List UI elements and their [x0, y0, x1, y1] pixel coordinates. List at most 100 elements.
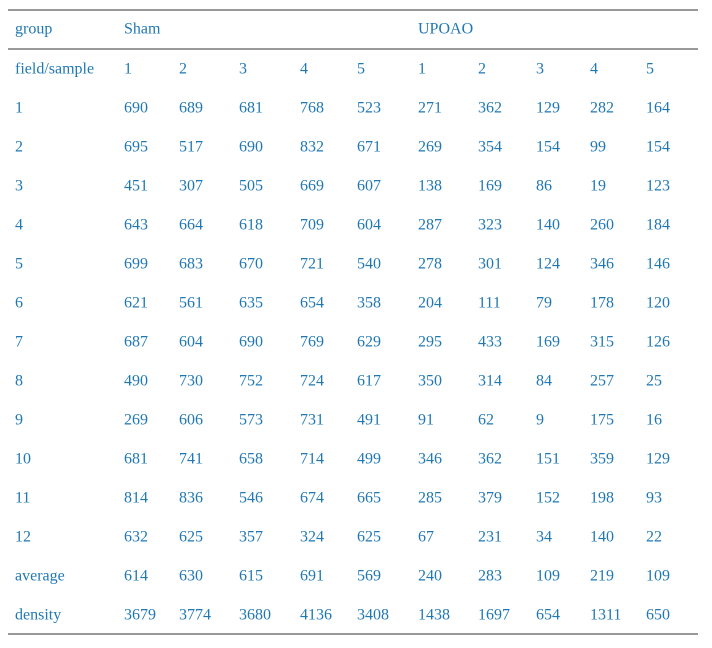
cell: 814 — [124, 490, 148, 507]
cell: 138 — [418, 178, 442, 195]
header-cell: group — [15, 21, 52, 38]
subheader-cell: 5 — [357, 61, 365, 78]
cell: 359 — [590, 451, 614, 468]
cell: 164 — [646, 100, 670, 117]
row-label: average — [15, 568, 65, 585]
cell: 278 — [418, 256, 442, 273]
cell: 231 — [478, 529, 502, 546]
cell: 109 — [646, 568, 670, 585]
cell: 714 — [300, 451, 324, 468]
cell: 654 — [300, 295, 324, 312]
header-cell: UPOAO — [418, 21, 473, 38]
cell: 99 — [590, 139, 606, 156]
cell: 379 — [478, 490, 502, 507]
cell: 204 — [418, 295, 442, 312]
cell: 91 — [418, 412, 434, 429]
cell: 315 — [590, 334, 614, 351]
row-label: 11 — [15, 490, 30, 507]
cell: 768 — [300, 100, 324, 117]
cell: 490 — [124, 373, 148, 390]
row-label: 1 — [15, 100, 23, 117]
cell: 604 — [179, 334, 203, 351]
cell: 67 — [418, 529, 434, 546]
cell: 615 — [239, 568, 263, 585]
cell: 123 — [646, 178, 670, 195]
cell: 295 — [418, 334, 442, 351]
cell: 674 — [300, 490, 324, 507]
cell: 350 — [418, 373, 442, 390]
cell: 178 — [590, 295, 614, 312]
cell: 689 — [179, 100, 203, 117]
cell: 569 — [357, 568, 381, 585]
row-label: 6 — [15, 295, 23, 312]
cell: 175 — [590, 412, 614, 429]
cell: 635 — [239, 295, 263, 312]
cell: 681 — [239, 100, 263, 117]
cell: 3408 — [357, 607, 389, 624]
cell: 690 — [239, 139, 263, 156]
cell: 169 — [536, 334, 560, 351]
cell: 517 — [179, 139, 203, 156]
cell: 16 — [646, 412, 662, 429]
cell: 670 — [239, 256, 263, 273]
cell: 561 — [179, 295, 203, 312]
cell: 154 — [536, 139, 560, 156]
cell: 709 — [300, 217, 324, 234]
cell: 3774 — [179, 607, 211, 624]
subheader-cell: 3 — [536, 61, 544, 78]
cell: 22 — [646, 529, 662, 546]
cell: 301 — [478, 256, 502, 273]
cell: 658 — [239, 451, 263, 468]
row-label: 8 — [15, 373, 23, 390]
cell: 84 — [536, 373, 552, 390]
cell: 120 — [646, 295, 670, 312]
cell: 604 — [357, 217, 381, 234]
cell: 129 — [646, 451, 670, 468]
cell: 1697 — [478, 607, 510, 624]
cell: 671 — [357, 139, 381, 156]
cell: 523 — [357, 100, 381, 117]
cell: 198 — [590, 490, 614, 507]
row-label: 7 — [15, 334, 23, 351]
cell: 4136 — [300, 607, 332, 624]
cell: 1438 — [418, 607, 450, 624]
row-label: 2 — [15, 139, 23, 156]
cell: 632 — [124, 529, 148, 546]
cell: 285 — [418, 490, 442, 507]
cell: 124 — [536, 256, 560, 273]
cell: 721 — [300, 256, 324, 273]
cell: 669 — [300, 178, 324, 195]
cell: 25 — [646, 373, 662, 390]
cell: 62 — [478, 412, 494, 429]
cell: 836 — [179, 490, 203, 507]
cell: 832 — [300, 139, 324, 156]
row-label: 10 — [15, 451, 31, 468]
cell: 3679 — [124, 607, 156, 624]
cell: 695 — [124, 139, 148, 156]
cell: 451 — [124, 178, 148, 195]
cell: 687 — [124, 334, 148, 351]
cell: 741 — [179, 451, 203, 468]
cell: 664 — [179, 217, 203, 234]
cell: 140 — [590, 529, 614, 546]
cell: 240 — [418, 568, 442, 585]
cell: 621 — [124, 295, 148, 312]
cell: 699 — [124, 256, 148, 273]
cell: 491 — [357, 412, 381, 429]
cell: 184 — [646, 217, 670, 234]
cell: 357 — [239, 529, 263, 546]
cell: 34 — [536, 529, 552, 546]
cell: 362 — [478, 100, 502, 117]
cell: 269 — [418, 139, 442, 156]
cell: 724 — [300, 373, 324, 390]
cell: 79 — [536, 295, 552, 312]
cell: 257 — [590, 373, 614, 390]
cell: 1311 — [590, 607, 621, 624]
cell: 654 — [536, 607, 560, 624]
subheader-cell: 1 — [418, 61, 426, 78]
cell: 346 — [590, 256, 614, 273]
cell: 283 — [478, 568, 502, 585]
cell: 690 — [124, 100, 148, 117]
cell: 109 — [536, 568, 560, 585]
subheader-cell: 1 — [124, 61, 132, 78]
